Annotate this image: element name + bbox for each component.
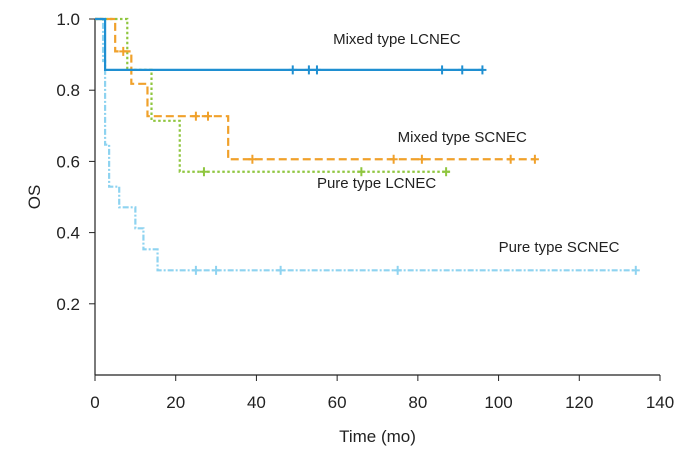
y-axis-title: OS <box>25 185 44 210</box>
series-layer <box>95 17 640 275</box>
x-tick-label: 80 <box>408 393 427 412</box>
x-tick-label: 40 <box>247 393 266 412</box>
x-tick-label: 60 <box>328 393 347 412</box>
series-line-pure-type-scnec <box>95 17 636 272</box>
y-tick-label: 0.6 <box>56 152 80 171</box>
series-label-mixed-type-scnec: Mixed type SCNEC <box>398 129 527 146</box>
y-tick-label: 0.8 <box>56 81 80 100</box>
x-tick-label: 0 <box>90 393 99 412</box>
x-axis-title: Time (mo) <box>339 427 416 446</box>
x-tick-label: 100 <box>484 393 512 412</box>
series-label-pure-type-scnec: Pure type SCNEC <box>499 239 620 256</box>
axes: 0 20 40 60 80 100 120 140 0.2 0.4 0.6 0.8 1.0 <box>56 10 674 412</box>
series-line-mixed-type-scnec <box>95 17 535 161</box>
x-tick-label: 120 <box>565 393 593 412</box>
x-tick-label: 20 <box>166 393 185 412</box>
labels-layer: Mixed type LCNEC Mixed type SCNEC Pure typ… <box>317 31 620 256</box>
series-label-pure-type-lcnec: Pure type LCNEC <box>317 175 436 192</box>
y-tick-label: 0.4 <box>56 224 80 243</box>
y-tick-label: 0.2 <box>56 295 80 314</box>
series-line-pure-type-lcnec <box>95 17 451 173</box>
series-label-mixed-type-lcnec: Mixed type LCNEC <box>333 31 461 48</box>
x-tick-label: 140 <box>646 393 674 412</box>
y-tick-label: 1.0 <box>56 10 80 29</box>
